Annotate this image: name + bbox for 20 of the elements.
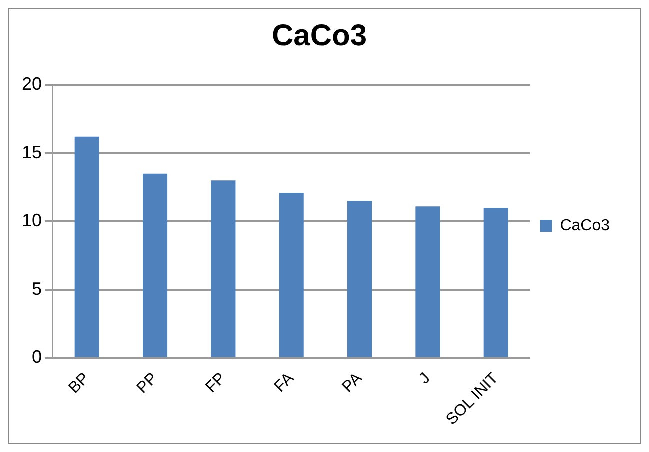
legend-label: CaCo3 bbox=[560, 217, 610, 234]
y-tick-label: 5 bbox=[32, 278, 42, 299]
x-tick-label: PP bbox=[134, 370, 162, 398]
x-tick-label: PA bbox=[339, 370, 366, 396]
x-tick-label: FA bbox=[272, 370, 298, 396]
y-tick-label: 0 bbox=[32, 347, 42, 368]
bar bbox=[143, 174, 168, 358]
bar bbox=[211, 180, 236, 358]
y-tick-label: 10 bbox=[22, 210, 42, 231]
x-tick-label: BP bbox=[66, 370, 94, 398]
y-tick-label: 15 bbox=[22, 142, 42, 162]
bar bbox=[348, 201, 372, 358]
bar bbox=[74, 136, 100, 358]
y-tick-label: 20 bbox=[22, 74, 42, 94]
chart-title: CaCo3 bbox=[272, 19, 368, 52]
x-tick-label: FP bbox=[202, 370, 230, 396]
x-tick-label: J bbox=[416, 370, 434, 388]
bar bbox=[416, 206, 440, 358]
bar bbox=[279, 192, 304, 358]
bar bbox=[484, 208, 508, 358]
